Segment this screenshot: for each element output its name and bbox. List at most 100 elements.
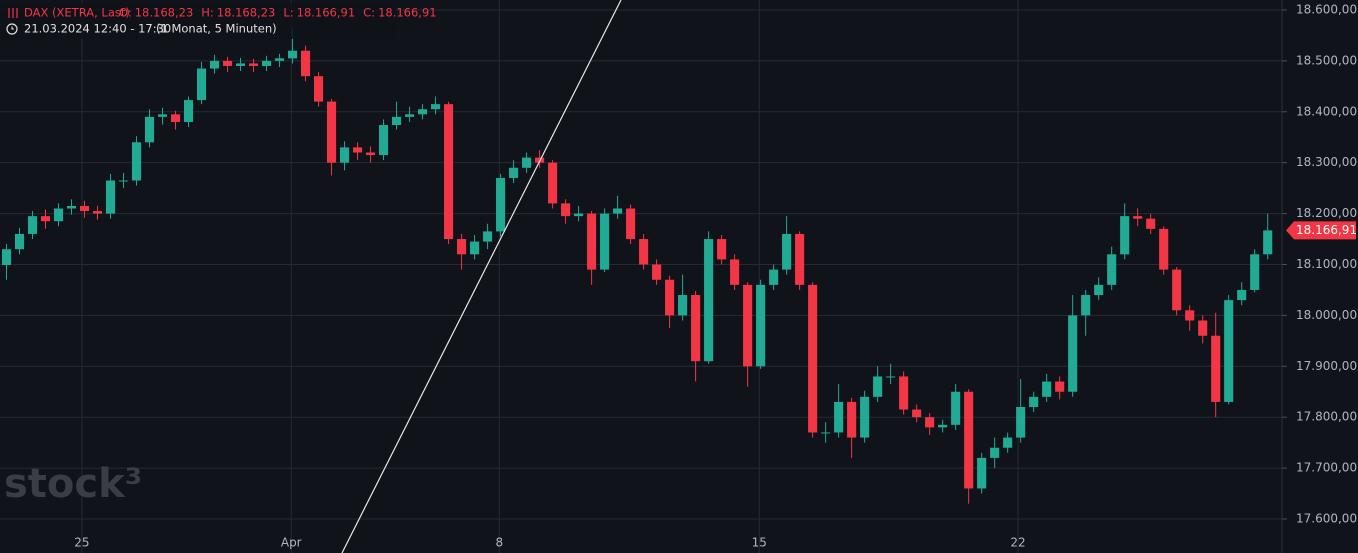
candle-body xyxy=(1172,269,1182,311)
clock-icon xyxy=(6,23,18,35)
x-tick-label: 8 xyxy=(495,536,503,550)
candle-body xyxy=(756,284,766,367)
last-price-tag xyxy=(1286,221,1356,240)
candle-body xyxy=(938,424,948,428)
candle-body xyxy=(847,401,857,438)
y-tick-label: 18.100,00 xyxy=(1296,257,1357,271)
candle-body xyxy=(40,216,51,222)
candle-body xyxy=(196,68,207,101)
candle-body xyxy=(405,114,415,117)
candle-body xyxy=(522,157,532,168)
candle-body xyxy=(1237,289,1247,301)
candle-body xyxy=(1224,300,1234,402)
ohlc-header: O: 18.168,23 H: 18.168,23 L: 18.166,91 C: 18.16… xyxy=(119,6,437,20)
ohlc-key: O: xyxy=(119,6,132,20)
candle-body xyxy=(274,58,285,61)
candle-body xyxy=(66,205,77,209)
candle-body xyxy=(483,231,493,242)
last-price-label: 18.166,91 xyxy=(1296,223,1357,237)
y-tick-label: 18.600,00 xyxy=(1296,2,1357,16)
candle-body xyxy=(561,203,571,217)
candle-body xyxy=(509,167,519,178)
candle-body xyxy=(379,125,389,156)
candle-body xyxy=(183,100,194,122)
candle-body xyxy=(1029,396,1039,408)
candle-body xyxy=(964,391,974,489)
candle-body xyxy=(1055,381,1065,392)
x-tick-label: Apr xyxy=(281,536,302,550)
candle-body xyxy=(886,376,896,378)
candle-body xyxy=(313,76,324,102)
axis-labels: 18.600,00 18.500,00 18.400,00 18.300,00 18.2… xyxy=(74,2,1357,549)
interval: (1 Monat, 5 Minuten) xyxy=(156,22,277,36)
candle-body xyxy=(340,147,350,163)
ohlc-key: L: xyxy=(283,6,293,20)
candle-body xyxy=(652,264,662,280)
candle-body xyxy=(600,213,610,270)
candle-body xyxy=(1120,216,1130,255)
candle-body xyxy=(366,152,376,156)
candle-body xyxy=(678,295,688,316)
candle-body xyxy=(587,213,597,270)
candle-body xyxy=(444,104,454,240)
candle-body xyxy=(248,63,259,66)
y-tick-label: 18.500,00 xyxy=(1296,53,1357,67)
candle-body xyxy=(392,116,402,126)
candle-body xyxy=(1250,254,1260,290)
x-tick-label: 22 xyxy=(1010,536,1025,550)
subtitle: 21.03.2024 12:40 - 17:30 xyxy=(24,22,171,36)
candle-body xyxy=(92,211,103,214)
candle-body xyxy=(717,239,727,260)
candle-icon xyxy=(8,8,18,18)
candle-body xyxy=(925,417,935,428)
candle-body xyxy=(1,249,12,265)
header-bg xyxy=(0,3,396,39)
candle-body xyxy=(14,233,25,250)
candle-body xyxy=(1042,381,1052,397)
candle-body xyxy=(899,376,909,410)
y-tick-label: 17.600,00 xyxy=(1296,511,1357,525)
candle-body xyxy=(808,284,818,433)
clock-hands xyxy=(11,26,14,30)
x-tick-label: 15 xyxy=(752,536,767,550)
candle-body xyxy=(743,284,753,367)
candle-body xyxy=(1198,320,1208,336)
candles xyxy=(1,27,1273,504)
y-tick-label: 18.300,00 xyxy=(1296,155,1357,169)
candle-body xyxy=(157,114,168,117)
candle-body xyxy=(782,233,792,270)
candle-body xyxy=(990,447,1000,458)
candle-body xyxy=(1185,310,1195,321)
y-tick-label: 18.000,00 xyxy=(1296,308,1357,322)
candle-body xyxy=(1003,437,1013,448)
y-tick-label: 17.800,00 xyxy=(1296,410,1357,424)
candle-body xyxy=(1263,230,1273,255)
candle-body xyxy=(704,239,714,362)
candle-body xyxy=(144,116,155,143)
candle-body xyxy=(821,432,831,434)
candle-body xyxy=(327,101,337,163)
candle-body xyxy=(496,177,506,232)
ohlc-value: 18.166,91 xyxy=(297,6,356,20)
candle-body xyxy=(548,162,558,204)
candle-body xyxy=(105,180,116,214)
candle-body xyxy=(470,241,480,255)
candle-body xyxy=(209,60,220,69)
y-tick-label: 18.400,00 xyxy=(1296,104,1357,118)
candle-body xyxy=(431,104,441,110)
candle-body xyxy=(300,50,311,77)
candle-body xyxy=(1094,284,1104,296)
candle-body xyxy=(170,114,181,122)
y-tick-label: 17.700,00 xyxy=(1296,461,1357,475)
candle-body xyxy=(353,147,363,153)
candle-body xyxy=(1146,218,1156,229)
candle-body xyxy=(639,239,649,265)
y-tick-label: 18.200,00 xyxy=(1296,206,1357,220)
candle-body xyxy=(457,239,467,255)
candle-body xyxy=(118,180,129,182)
watermark: stock³ xyxy=(4,461,142,507)
x-tick-label: 25 xyxy=(74,536,89,550)
candle-body xyxy=(79,205,90,212)
